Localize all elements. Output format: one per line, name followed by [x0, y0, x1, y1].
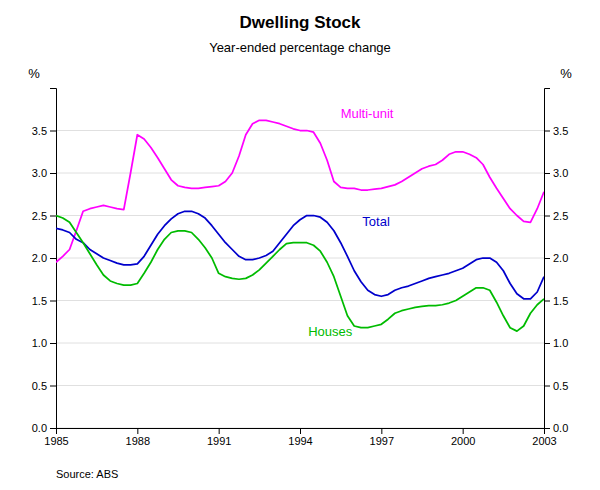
- tick-mark: [544, 216, 550, 217]
- grid-line: [56, 173, 544, 174]
- tick: 2.5: [544, 210, 568, 222]
- tick-mark: [544, 343, 550, 344]
- tick-label: 2.0: [32, 252, 47, 264]
- subtitle: Year-ended percentage change: [209, 40, 391, 55]
- tick-mark: [50, 173, 56, 174]
- tick-label: 2.0: [553, 252, 568, 264]
- tick: 3.0: [32, 167, 56, 179]
- tick: 1.5: [32, 295, 56, 307]
- tick-mark: [544, 173, 550, 174]
- annotations: Multi-unit Total Houses: [308, 106, 394, 339]
- tick: 1988: [126, 428, 150, 447]
- plot-area: [56, 120, 544, 331]
- axis-line: [57, 429, 545, 435]
- tick-label: 1.5: [32, 295, 47, 307]
- tick-mark: [544, 386, 550, 387]
- chart: 19851988199119941997200020030.00.51.01.5…: [0, 0, 600, 490]
- tick-label: 2003: [532, 435, 556, 447]
- tick: 0.5: [544, 380, 568, 392]
- tick-label: 1.0: [553, 337, 568, 349]
- y2-axis-label: %: [560, 66, 572, 81]
- tick-mark: [544, 258, 550, 259]
- tick-label: 3.5: [32, 125, 47, 137]
- axis-line: [50, 89, 57, 429]
- tick: 1.0: [544, 337, 568, 349]
- grid-line: [56, 343, 544, 344]
- tick: 1994: [288, 428, 312, 447]
- tick-label: 1991: [207, 435, 231, 447]
- tick-label: 1994: [288, 435, 312, 447]
- tick: 1991: [207, 428, 231, 447]
- tick-label: 1.0: [32, 337, 47, 349]
- tick: 0.0: [32, 422, 56, 434]
- tick: 2.0: [32, 252, 56, 264]
- tick-label: 1.5: [553, 295, 568, 307]
- tick-mark: [50, 258, 56, 259]
- y2-axis: 0.0 0.5 1.0 1.5 2.0 2.5 3.0 3.5: [544, 89, 568, 435]
- tick-mark: [544, 131, 550, 132]
- tick-mark: [50, 301, 56, 302]
- line: [56, 216, 544, 332]
- tick-label: 1985: [44, 435, 68, 447]
- tick: 0.0: [544, 422, 568, 434]
- tick-mark: [137, 428, 138, 434]
- tick-label: 0.5: [553, 380, 568, 392]
- tick-label: 3.0: [32, 167, 47, 179]
- tick-label: 2.5: [553, 210, 568, 222]
- tick-mark: [544, 428, 550, 429]
- tick: 1.5: [544, 295, 568, 307]
- tick: 0.5: [32, 380, 56, 392]
- grid-line: [56, 215, 544, 216]
- y-axis-label: %: [28, 66, 40, 81]
- annotation: Houses: [308, 324, 353, 339]
- tick-label: 3.5: [553, 125, 568, 137]
- source: Source: ABS: [56, 468, 118, 480]
- tick-mark: [50, 386, 56, 387]
- grid-line: [56, 300, 544, 301]
- title: Dwelling Stock: [240, 13, 361, 32]
- tick-mark: [50, 216, 56, 217]
- tick-mark: [50, 131, 56, 132]
- tick: 3.5: [544, 125, 568, 137]
- line: [56, 120, 544, 262]
- tick-label: 0.0: [32, 422, 47, 434]
- tick: 2.5: [32, 210, 56, 222]
- annotation: Total: [362, 214, 390, 229]
- tick-mark: [463, 428, 464, 434]
- tick-label: 1988: [126, 435, 150, 447]
- tick-label: 1997: [370, 435, 394, 447]
- y-axis: 0.0 0.5 1.0 1.5 2.0 2.5 3.0 3.5: [32, 89, 57, 435]
- grid-line: [56, 258, 544, 259]
- grid-line: [56, 385, 544, 386]
- tick: 3.5: [32, 125, 56, 137]
- tick-mark: [300, 428, 301, 434]
- grid: [56, 131, 544, 429]
- x-axis: 1985 1988 1991 1994 1997 2000 2003: [44, 428, 556, 447]
- tick: 3.0: [544, 167, 568, 179]
- axis-line: [545, 89, 551, 429]
- tick-mark: [381, 428, 382, 434]
- tick-label: 2.5: [32, 210, 47, 222]
- tick-label: 0.5: [32, 380, 47, 392]
- tick: 1985: [44, 428, 68, 447]
- tick-mark: [50, 343, 56, 344]
- annotation: Multi-unit: [341, 106, 394, 121]
- tick-mark: [544, 301, 550, 302]
- tick: 2.0: [544, 252, 568, 264]
- tick: 1.0: [32, 337, 56, 349]
- tick-label: 3.0: [553, 167, 568, 179]
- tick: 2000: [451, 428, 475, 447]
- tick-mark: [50, 428, 56, 429]
- tick: 1997: [370, 428, 394, 447]
- tick-label: 0.0: [553, 422, 568, 434]
- tick-label: 2000: [451, 435, 475, 447]
- tick-mark: [219, 428, 220, 434]
